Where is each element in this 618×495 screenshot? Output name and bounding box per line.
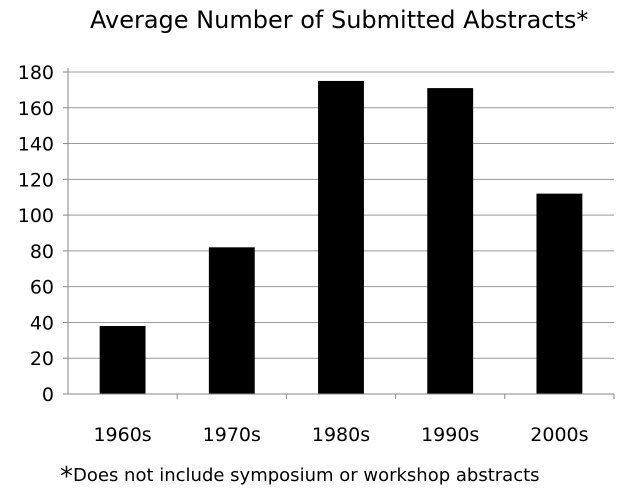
x-tick-label: 1970s [203,424,261,446]
chart-title: Average Number of Submitted Abstracts* [90,6,589,34]
footnote-text: Does not include symposium or workshop a… [73,465,540,486]
x-tick-label: 1960s [93,424,151,446]
axes [63,68,615,399]
x-tick-label: 1990s [421,424,479,446]
y-tick-labels: 0 20 40 60 80 100 120 140 160 180 [18,62,54,406]
y-tick-label: 160 [18,98,54,120]
footnote: *Does not include symposium or workshop … [60,462,540,492]
x-tick-label: 2000s [530,424,588,446]
bars [99,80,583,394]
y-tick-label: 20 [30,348,54,370]
bar-1960s [99,326,146,394]
x-tick-labels: 1960s 1970s 1980s 1990s 2000s [93,424,588,446]
y-tick-label: 140 [18,134,54,156]
y-tick-label: 40 [30,312,54,334]
bar-2000s [536,193,583,394]
y-tick-label: 100 [18,205,54,227]
bar-1990s [427,88,474,394]
x-tick-label: 1980s [312,424,370,446]
bar-1970s [208,247,255,394]
y-tick-label: 180 [18,62,54,84]
y-tick-label: 60 [30,277,54,299]
y-tick-label: 120 [18,169,54,191]
y-tick-label: 80 [30,241,54,263]
y-tick-label: 0 [42,384,54,406]
footnote-asterisk: * [60,462,73,492]
bar-1980s [318,80,364,394]
